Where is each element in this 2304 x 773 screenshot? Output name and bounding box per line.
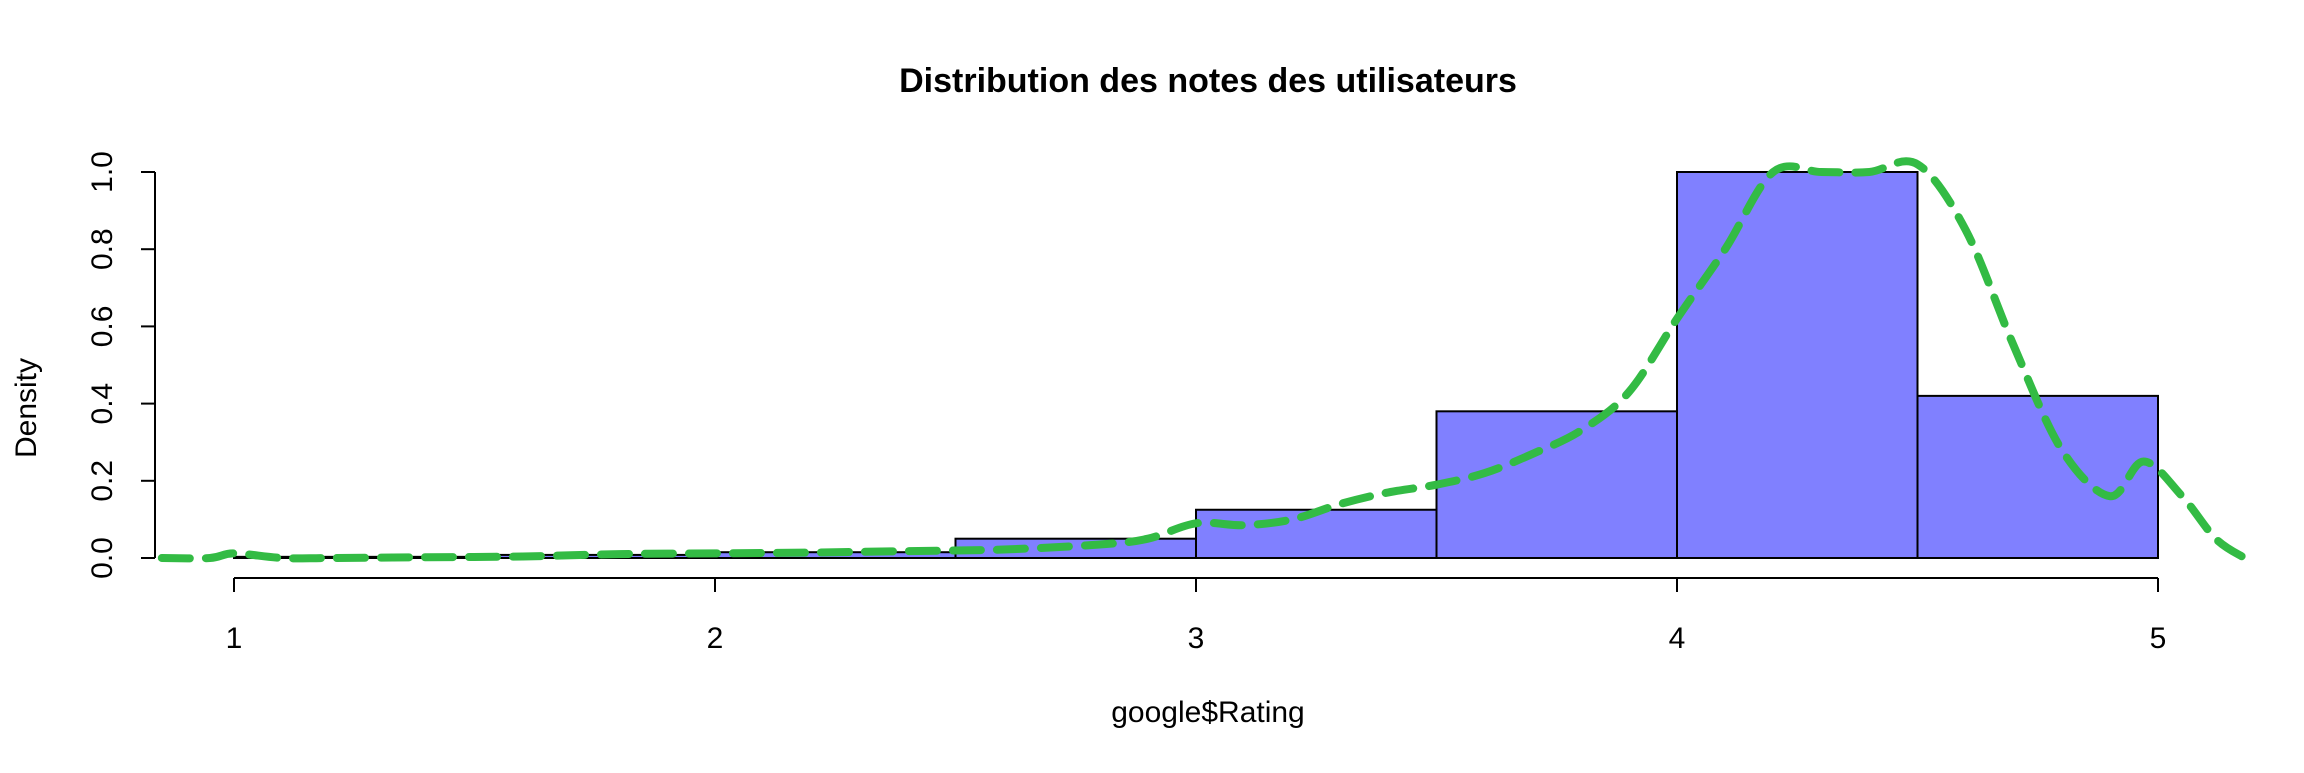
x-tick-label-2: 2 (707, 622, 724, 655)
y-axis: 0.0 0.2 0.4 0.6 0.8 1.0 (86, 151, 156, 579)
x-axis-label: google$Rating (1111, 696, 1305, 729)
histogram-bar-6 (1435, 410, 1678, 559)
density-curve (157, 157, 2249, 563)
histogram-bar-8 (1916, 394, 2159, 559)
x-tick-label-3: 3 (1188, 622, 1205, 655)
y-tick-label-0.8: 0.8 (86, 228, 119, 270)
x-tick-label-4: 4 (1669, 622, 1686, 655)
y-tick-label-0.0: 0.0 (86, 537, 119, 579)
y-tick-label-1.0: 1.0 (86, 151, 119, 193)
histogram-bar-4 (954, 537, 1197, 560)
x-tick-label-5: 5 (2150, 622, 2167, 655)
y-tick-label-0.2: 0.2 (86, 460, 119, 502)
chart-title: Distribution des notes des utilisateurs (899, 62, 1517, 100)
histogram-bar-5 (1195, 508, 1438, 559)
histogram-bars (233, 171, 2159, 560)
y-tick-label-0.4: 0.4 (86, 383, 119, 425)
y-tick-label-0.6: 0.6 (86, 306, 119, 348)
x-axis: 1 2 3 4 5 (226, 577, 2167, 655)
histogram-bar-7 (1676, 171, 1919, 559)
x-tick-label-1: 1 (226, 622, 243, 655)
density-curve-layer (157, 157, 2249, 563)
y-axis-label: Density (10, 358, 43, 458)
